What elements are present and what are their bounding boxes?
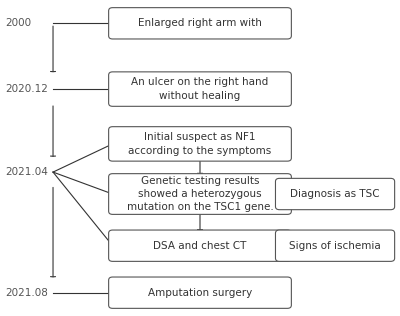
Text: Diagnosis as TSC: Diagnosis as TSC (290, 189, 380, 199)
Text: Initial suspect as NF1
according to the symptoms: Initial suspect as NF1 according to the … (128, 132, 272, 155)
Text: DSA and chest CT: DSA and chest CT (153, 241, 247, 251)
Text: 2020.12: 2020.12 (5, 84, 48, 94)
Text: An ulcer on the right hand
without healing: An ulcer on the right hand without heali… (131, 77, 269, 101)
Text: Enlarged right arm with: Enlarged right arm with (138, 18, 262, 28)
FancyBboxPatch shape (109, 8, 291, 39)
Text: 2021.04: 2021.04 (5, 167, 48, 177)
FancyBboxPatch shape (109, 174, 291, 214)
Text: Amputation surgery: Amputation surgery (148, 288, 252, 298)
Text: Signs of ischemia: Signs of ischemia (289, 241, 381, 251)
Text: 2021.08: 2021.08 (5, 288, 48, 298)
FancyBboxPatch shape (109, 72, 291, 106)
Text: Genetic testing results
showed a heterozygous
mutation on the TSC1 gene.: Genetic testing results showed a heteroz… (127, 176, 273, 212)
FancyBboxPatch shape (109, 277, 291, 308)
Text: 2000: 2000 (5, 18, 32, 28)
FancyBboxPatch shape (109, 127, 291, 161)
FancyBboxPatch shape (276, 230, 395, 261)
FancyBboxPatch shape (109, 230, 291, 261)
FancyBboxPatch shape (276, 178, 395, 210)
